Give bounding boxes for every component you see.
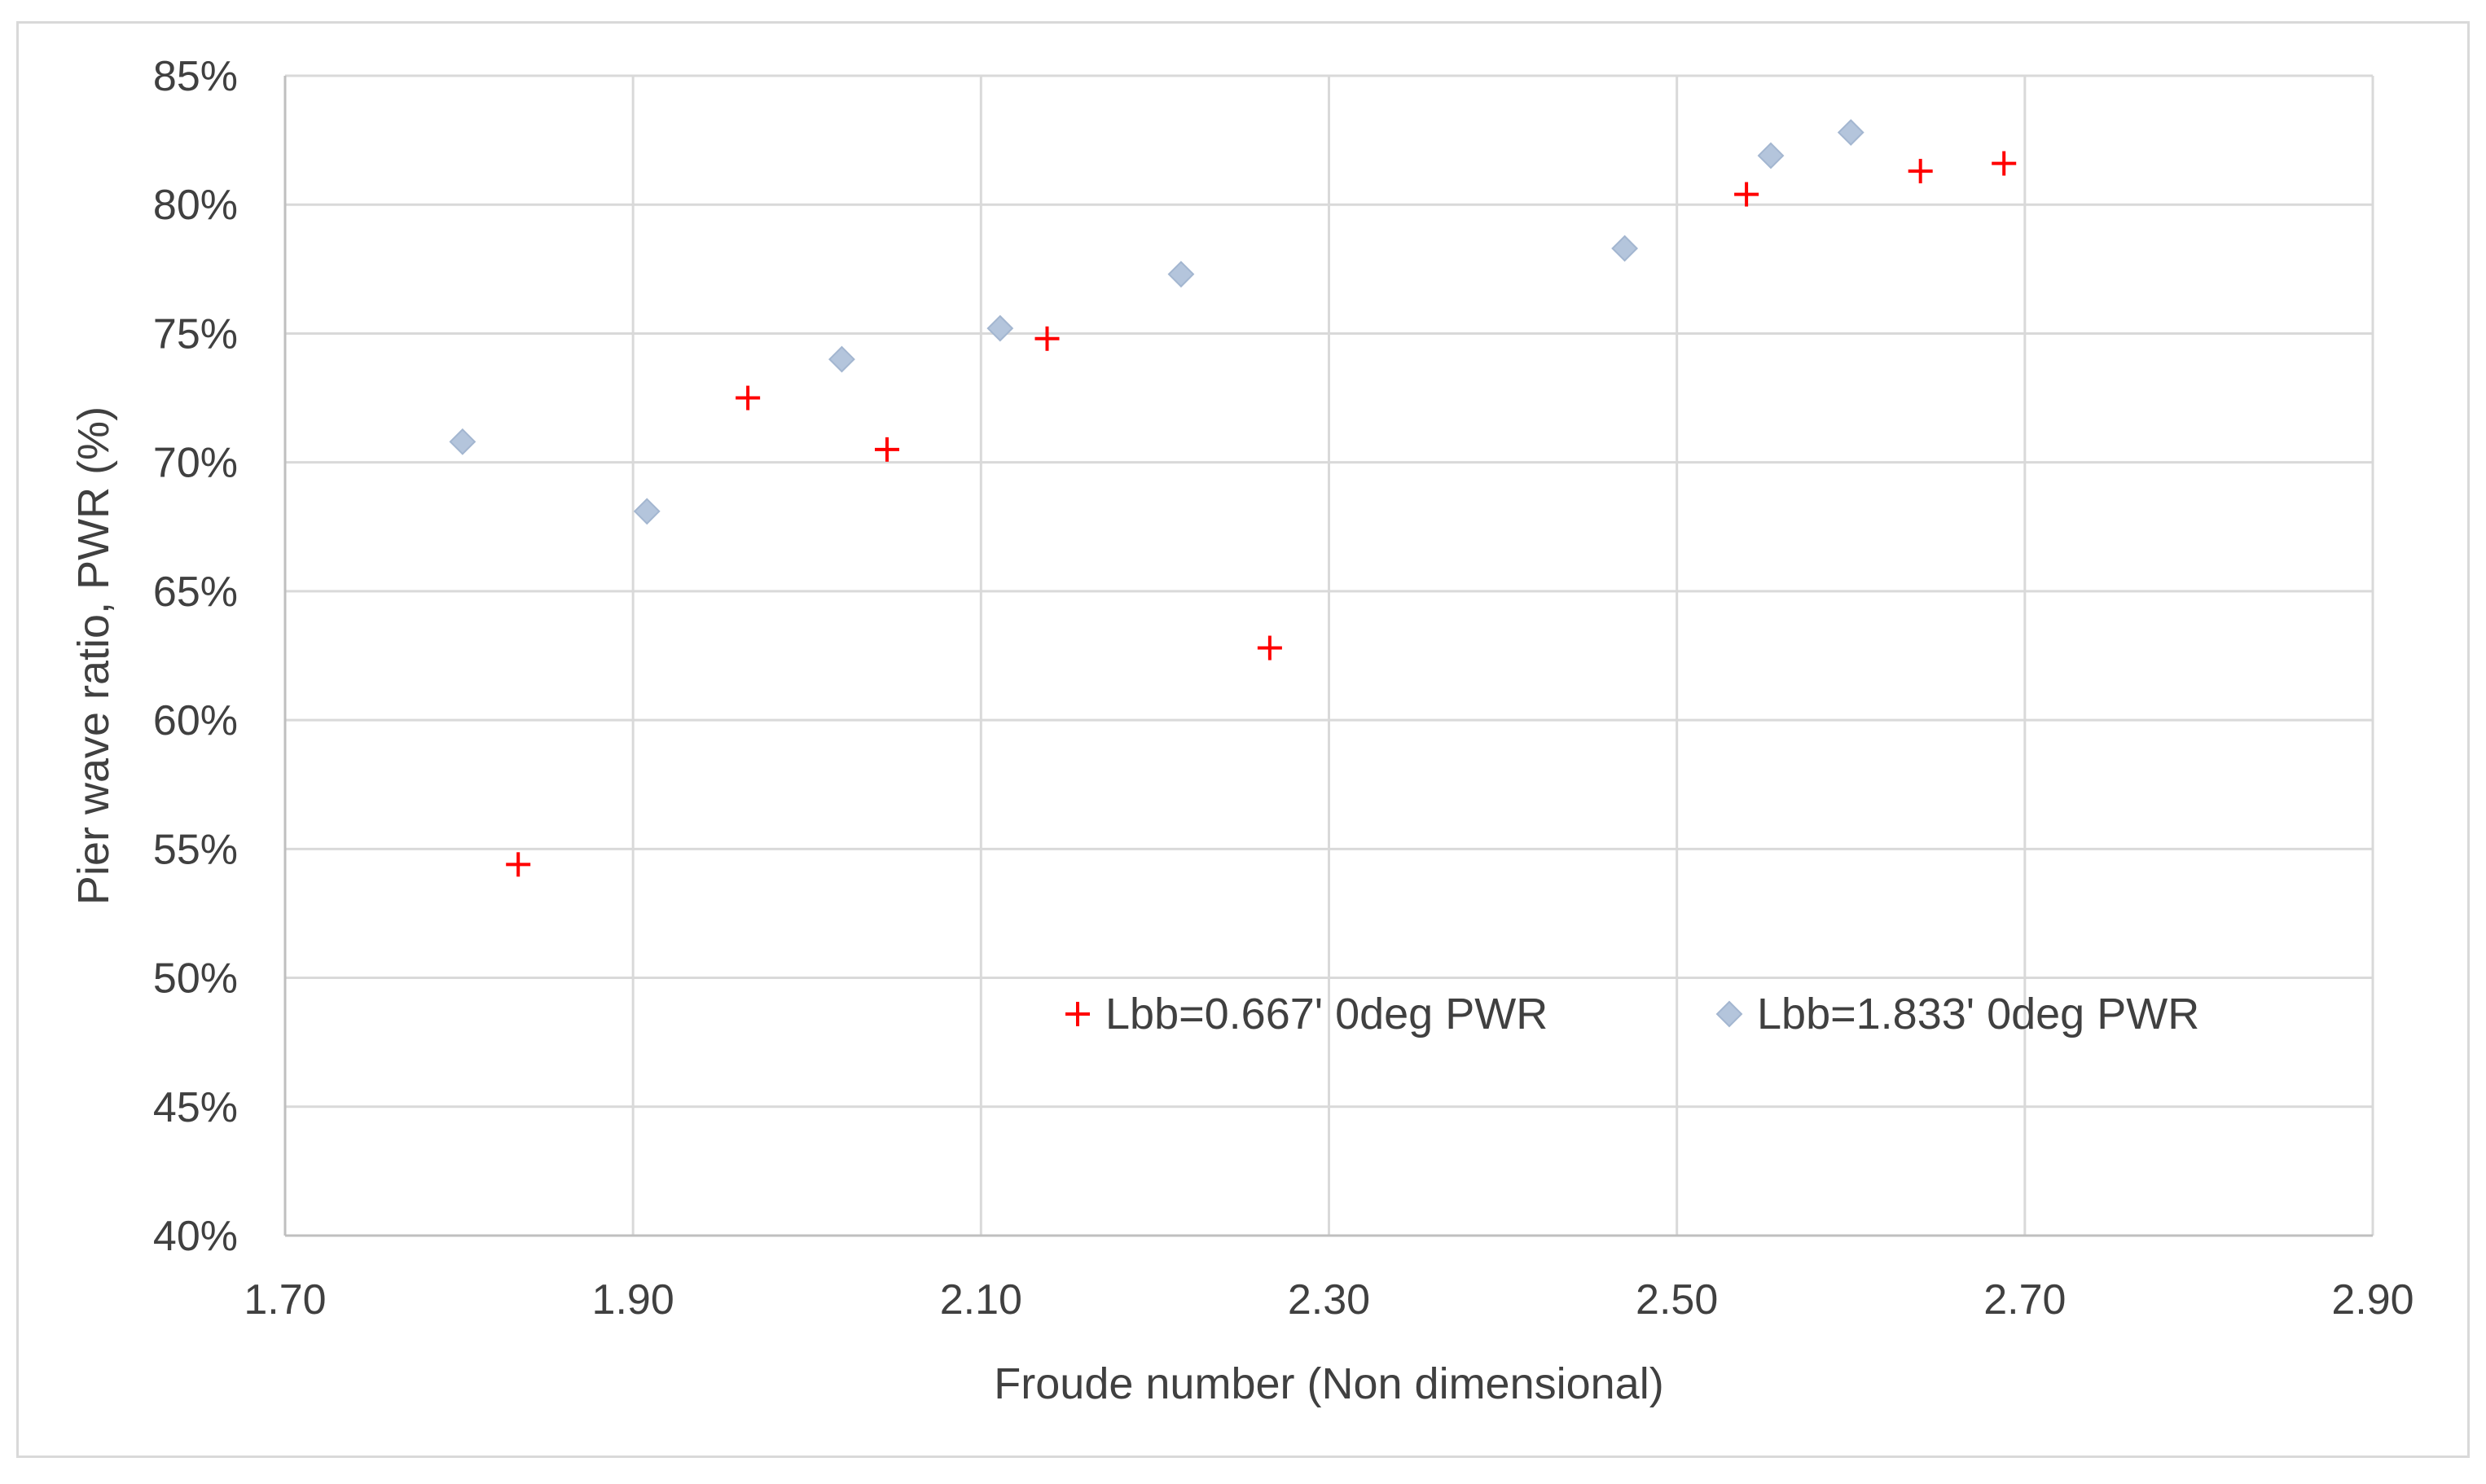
x-tick-label: 1.90 [592, 1276, 674, 1324]
scatter-chart: 40% 45% 50% 55% 60% 65% 70% 75% 80% 85% 1.70 1.90 2.… [69, 53, 2414, 1408]
data-point-diamond [1611, 235, 1639, 262]
data-point-plus [1908, 159, 1933, 184]
series-2 [449, 119, 1864, 525]
y-axis-title: Pier wave ratio, PWR (%) [69, 406, 118, 905]
x-tick-label: 2.50 [1636, 1276, 1718, 1324]
y-tick-label: 85% [153, 53, 238, 100]
x-axis-title: Froude number (Non dimensional) [994, 1359, 1663, 1408]
series-1 [506, 151, 2017, 877]
x-tick-label: 2.30 [1288, 1276, 1370, 1324]
y-tick-label: 65% [153, 569, 238, 616]
axes [283, 76, 2373, 1237]
legend-label: Lbb=1.833' 0deg PWR [1757, 990, 2199, 1038]
legend-marker-diamond [1715, 1000, 1743, 1028]
y-tick-label: 55% [153, 826, 238, 873]
data-point-diamond [1757, 142, 1785, 169]
data-point-plus [736, 385, 761, 411]
data-point-plus [874, 437, 899, 462]
data-point-plus [506, 852, 531, 877]
y-tick-label: 80% [153, 182, 238, 229]
y-tick-label: 75% [153, 310, 238, 358]
y-tick-label: 45% [153, 1084, 238, 1131]
x-tick-label: 1.70 [244, 1276, 326, 1324]
data-point-diamond [986, 314, 1014, 342]
y-tick-label: 40% [153, 1213, 238, 1260]
data-markers [449, 119, 2017, 877]
x-tick-label: 2.70 [1983, 1276, 2066, 1324]
data-point-diamond [449, 428, 477, 455]
data-point-plus [1734, 182, 1759, 207]
y-tick-label: 70% [153, 440, 238, 487]
legend: Lbb=0.667' 0deg PWR Lbb=1.833' 0deg PWR [1065, 990, 2199, 1038]
tick-labels: 40% 45% 50% 55% 60% 65% 70% 75% 80% 85% 1.70 1.90 2.… [153, 53, 2414, 1324]
legend-item-2: Lbb=1.833' 0deg PWR [1715, 990, 2199, 1038]
x-tick-label: 2.10 [940, 1276, 1022, 1324]
data-point-diamond [633, 498, 661, 525]
data-point-diamond [1837, 119, 1864, 147]
y-tick-label: 60% [153, 697, 238, 744]
data-point-plus [1034, 326, 1060, 351]
data-point-plus [1257, 635, 1282, 661]
legend-label: Lbb=0.667' 0deg PWR [1105, 990, 1548, 1038]
chart-frame: 40% 45% 50% 55% 60% 65% 70% 75% 80% 85% 1.70 1.90 2.… [16, 21, 2470, 1458]
y-tick-label: 50% [153, 955, 238, 1003]
legend-item-1: Lbb=0.667' 0deg PWR [1065, 990, 1548, 1038]
data-point-plus [1992, 151, 2017, 176]
grid-lines [283, 74, 2374, 1237]
x-tick-label: 2.90 [2331, 1276, 2414, 1324]
legend-marker-plus [1065, 1002, 1090, 1026]
data-point-diamond [828, 345, 855, 373]
data-point-diamond [1167, 261, 1195, 288]
